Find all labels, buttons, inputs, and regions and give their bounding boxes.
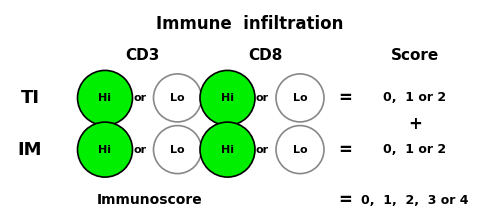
Text: 0,  1 or 2: 0, 1 or 2 xyxy=(384,143,446,156)
Text: Lo: Lo xyxy=(292,145,308,155)
Text: or: or xyxy=(134,145,146,155)
Text: Hi: Hi xyxy=(221,93,234,103)
Text: Score: Score xyxy=(391,48,439,62)
Ellipse shape xyxy=(276,126,324,174)
Text: TI: TI xyxy=(20,89,40,107)
Text: Hi: Hi xyxy=(221,145,234,155)
Text: Immune  infiltration: Immune infiltration xyxy=(156,15,344,33)
Text: CD8: CD8 xyxy=(248,48,282,62)
Text: =: = xyxy=(338,141,352,159)
Ellipse shape xyxy=(200,122,255,177)
Text: +: + xyxy=(408,115,422,133)
Text: 0,  1,  2,  3 or 4: 0, 1, 2, 3 or 4 xyxy=(361,194,469,207)
Text: Lo: Lo xyxy=(170,93,185,103)
Text: Lo: Lo xyxy=(170,145,185,155)
Text: =: = xyxy=(338,191,352,209)
Ellipse shape xyxy=(154,126,202,174)
Text: or: or xyxy=(256,145,269,155)
Ellipse shape xyxy=(154,74,202,122)
Text: +: + xyxy=(210,89,224,107)
Text: Hi: Hi xyxy=(98,93,112,103)
Text: Immunoscore: Immunoscore xyxy=(97,193,203,207)
Text: Hi: Hi xyxy=(98,145,112,155)
Text: or: or xyxy=(256,93,269,103)
Text: +: + xyxy=(210,141,224,159)
Text: 0,  1 or 2: 0, 1 or 2 xyxy=(384,91,446,104)
Ellipse shape xyxy=(200,70,255,125)
Ellipse shape xyxy=(78,122,132,177)
Text: Lo: Lo xyxy=(292,93,308,103)
Text: or: or xyxy=(134,93,146,103)
Text: =: = xyxy=(338,89,352,107)
Ellipse shape xyxy=(276,74,324,122)
Text: CD3: CD3 xyxy=(126,48,160,62)
Text: IM: IM xyxy=(18,141,42,159)
Ellipse shape xyxy=(78,70,132,125)
